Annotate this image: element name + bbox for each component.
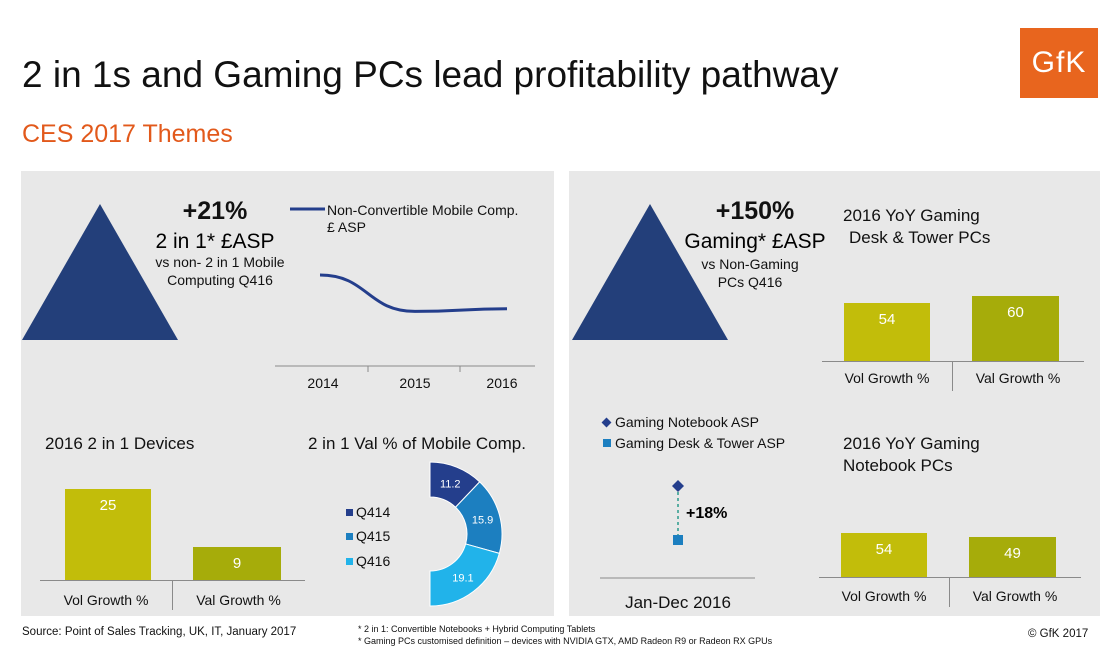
line-tick-label: 2016 (486, 375, 518, 391)
line-tick-label: 2014 (307, 375, 339, 391)
donut-legend-label: Q414 (356, 504, 391, 520)
line-series-non-convertible (319, 273, 508, 313)
line-tick-label: 2015 (399, 375, 431, 391)
donut-slice-q416 (429, 543, 500, 607)
notebook-tick-label: Vol Growth % (841, 588, 927, 604)
footer-source: Source: Point of Sales Tracking, UK, IT,… (22, 626, 297, 638)
legend-swatch (346, 508, 353, 516)
left-highlight-desc-2: Computing Q416 (167, 272, 273, 288)
devices-tick-label: Val Growth % (196, 592, 281, 608)
right-highlight-label: Gaming* £ASP (684, 230, 826, 253)
desk-x-axis (822, 361, 1084, 362)
donut-data-label: 11.2 (440, 478, 461, 490)
devices-chart-title: 2016 2 in 1 Devices (45, 434, 195, 453)
asp-delta-label: +18% (686, 505, 728, 522)
donut-legend-label: Q416 (356, 553, 391, 569)
desk-chart-title-2: Desk & Tower PCs (849, 228, 991, 247)
left-highlight-desc-1: vs non- 2 in 1 Mobile (155, 254, 285, 270)
right-highlight-desc-1: vs Non-Gaming (701, 256, 799, 272)
diamond-marker-icon (601, 417, 612, 427)
right-highlight-desc-2: PCs Q416 (717, 274, 783, 290)
bar-val-growth: 60 (972, 296, 1059, 361)
line-legend-label-2: £ ASP (327, 219, 366, 235)
donut-chart-title: 2 in 1 Val % of Mobile Comp. (308, 434, 526, 453)
asp-legend-desk: Gaming Desk & Tower ASP (603, 435, 785, 451)
footer-note-2: * Gaming PCs customised definition – dev… (358, 636, 773, 646)
right-triangle-icon (572, 204, 728, 340)
desk-tick-label: Val Growth % (975, 370, 1061, 386)
footer-note-1: * 2 in 1: Convertible Notebooks + Hybrid… (358, 624, 596, 634)
notebook-chart-title-2: Notebook PCs (843, 456, 953, 475)
right-highlight-value: +150% (715, 197, 795, 225)
desk-tick-label: Vol Growth % (844, 370, 930, 386)
donut-legend-q414: Q414 (346, 504, 390, 520)
bar-val-growth: 9 (193, 547, 281, 580)
desk-axis-divider (952, 361, 953, 391)
devices-axis-divider (172, 580, 173, 610)
notebook-chart-title-1: 2016 YoY Gaming (843, 434, 980, 453)
left-highlight-label: 2 in 1* £ASP (155, 230, 275, 253)
legend-swatch (346, 557, 353, 565)
bar-val-growth: 49 (969, 536, 1056, 577)
page-title: 2 in 1s and Gaming PCs lead profitabilit… (22, 54, 839, 95)
donut-chart: 11.2 15.9 19.1 (429, 461, 503, 607)
square-marker-icon (603, 439, 611, 447)
donut-data-label: 19.1 (452, 572, 473, 584)
notebook-axis-divider (949, 577, 950, 607)
devices-tick-label: Vol Growth % (63, 592, 149, 608)
point-gaming-desk-asp (673, 535, 683, 545)
asp-legend-label: Gaming Notebook ASP (615, 414, 759, 430)
bar-vol-growth: 25 (65, 488, 151, 580)
line-legend-label-1: Non-Convertible Mobile Comp. (327, 202, 519, 218)
donut-legend-q416: Q416 (346, 553, 390, 569)
bar-vol-growth: 54 (841, 532, 927, 577)
legend-swatch (346, 532, 353, 540)
asp-x-label: Jan-Dec 2016 (625, 593, 731, 612)
notebook-x-axis (819, 577, 1081, 578)
left-triangle-icon (22, 204, 178, 340)
desk-chart-title-1: 2016 YoY Gaming (843, 206, 980, 225)
donut-data-label: 15.9 (472, 515, 493, 527)
left-highlight-value: +21% (182, 197, 248, 225)
bar-vol-growth: 54 (844, 302, 930, 361)
notebook-tick-label: Val Growth % (972, 588, 1058, 604)
logo-text: GfK (1031, 46, 1087, 79)
donut-legend-q415: Q415 (346, 528, 390, 544)
footer-copyright: © GfK 2017 (1028, 628, 1089, 640)
point-gaming-notebook-asp (672, 480, 684, 492)
asp-legend-label: Gaming Desk & Tower ASP (615, 435, 786, 451)
asp-scatter-chart (600, 480, 755, 579)
asp-legend-notebook: Gaming Notebook ASP (601, 414, 759, 430)
page-subtitle: CES 2017 Themes (22, 120, 233, 148)
gfk-logo: GfK (1020, 28, 1098, 98)
asp-line-chart (275, 207, 535, 372)
donut-legend-label: Q415 (356, 528, 391, 544)
